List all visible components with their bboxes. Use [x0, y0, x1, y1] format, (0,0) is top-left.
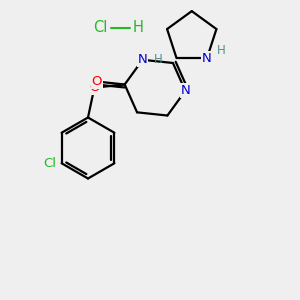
Text: O: O	[89, 81, 100, 94]
Text: Cl: Cl	[94, 20, 108, 35]
Text: H: H	[154, 53, 163, 66]
Text: Cl: Cl	[44, 157, 57, 170]
Text: N: N	[138, 53, 148, 66]
Text: O: O	[92, 75, 102, 88]
Text: H: H	[133, 20, 144, 35]
Text: H: H	[217, 44, 226, 57]
Text: N: N	[202, 52, 212, 64]
Text: N: N	[181, 84, 190, 98]
